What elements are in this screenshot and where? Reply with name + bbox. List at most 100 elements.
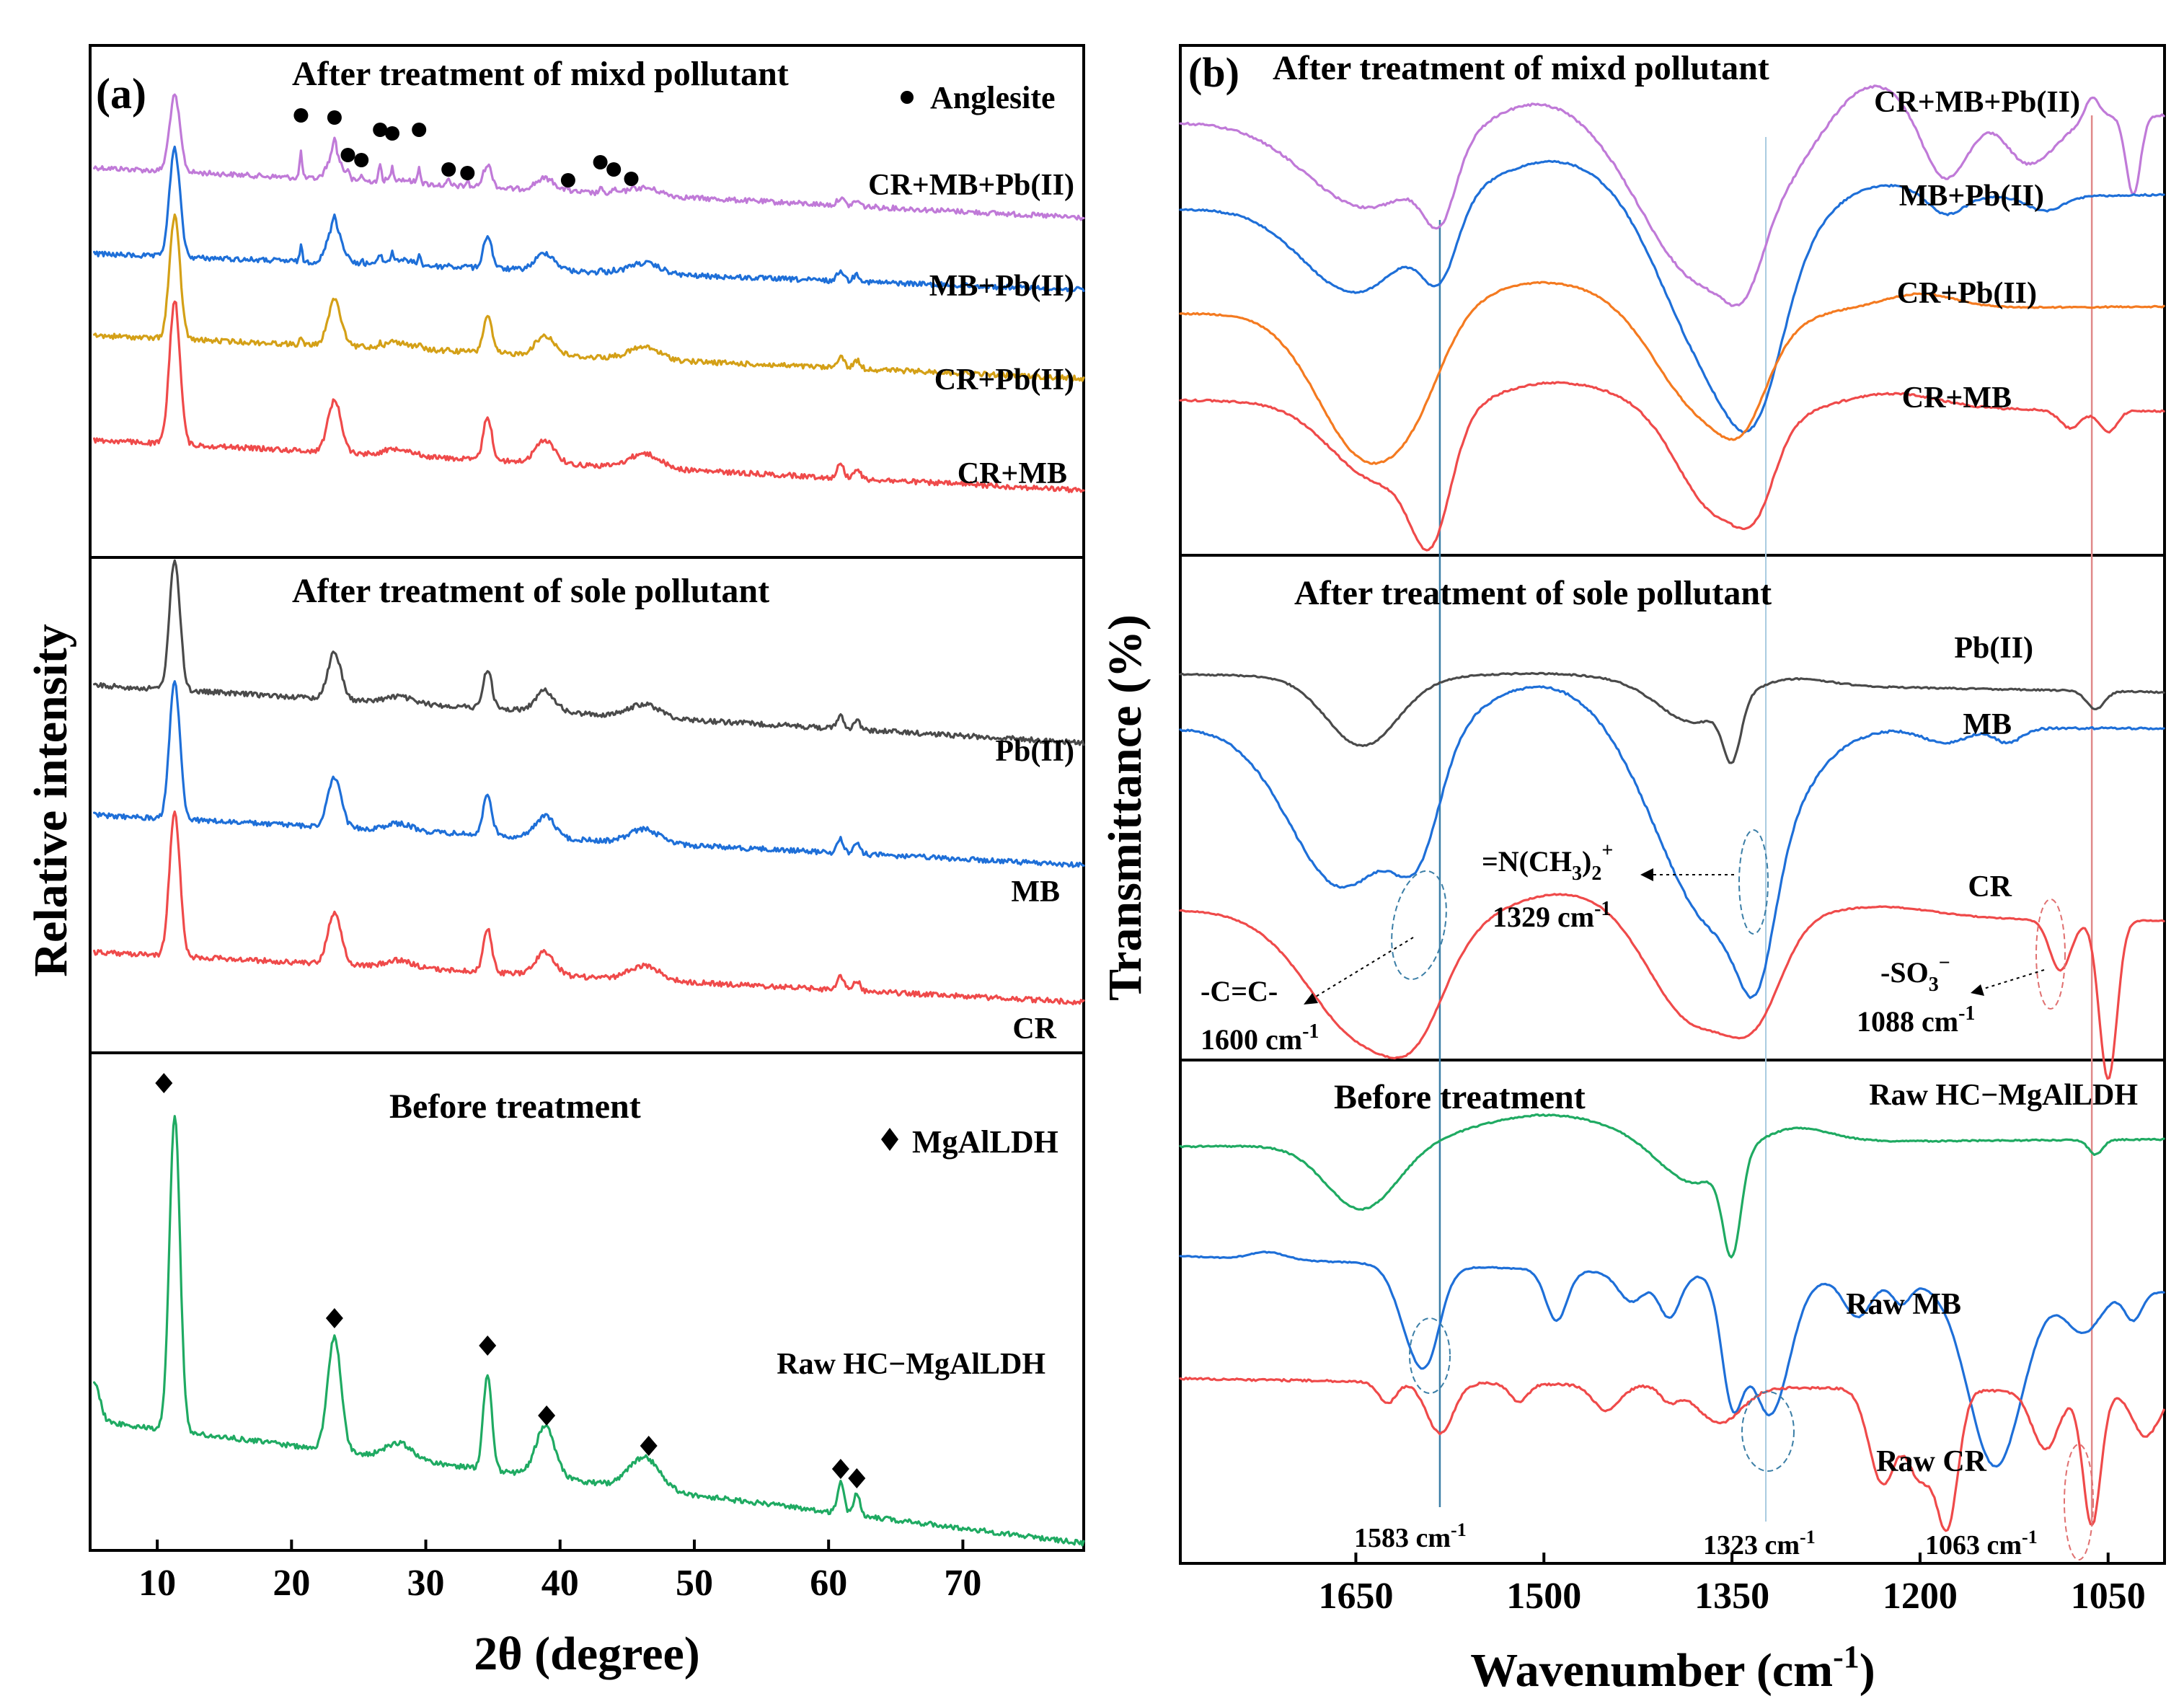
panel-b-letter: (b) xyxy=(1188,49,1239,96)
xrd-cr-mb xyxy=(93,300,1085,493)
x-tick-label-a: 40 xyxy=(541,1563,579,1604)
label-b-cr-mb: CR+MB xyxy=(1902,381,2012,415)
x-tick-label-a: 10 xyxy=(138,1563,176,1604)
label-b-raw-mb: Raw MB xyxy=(1846,1288,1961,1321)
label-a-cr-mb: CR+MB xyxy=(958,457,1067,490)
panel-a: 10 20 30 40 50 60 70 (a) After treatment of mi… xyxy=(25,44,1085,1680)
anglesite-legend-dot-icon xyxy=(901,91,914,104)
ftir-cr-pb xyxy=(1179,281,2165,465)
marker-label-1323: 1323 cm-1 xyxy=(1703,1527,1816,1560)
so3-wavenumber: 1088 cm-1 xyxy=(1857,1002,1975,1038)
xrd-cr-pb xyxy=(93,213,1085,382)
label-b-mb-pb: MB+Pb(II) xyxy=(1899,180,2044,213)
anglesite-dot-icon xyxy=(385,126,399,141)
panel-b-bot-title: Before treatment xyxy=(1334,1078,1586,1116)
so3-annotation: -SO3− xyxy=(1880,952,1950,996)
panel-b-series xyxy=(1179,84,2165,1532)
cc-arrow xyxy=(1312,937,1414,999)
xrd-raw-ldh xyxy=(93,1115,1085,1547)
anglesite-dot-icon xyxy=(593,155,608,169)
mgalldh-diamond-icon xyxy=(831,1459,849,1479)
anglesite-dot-icon xyxy=(327,110,342,125)
panel-a-y-label: Relative intensity xyxy=(25,624,77,976)
xrd-mb xyxy=(93,680,1085,868)
panel-b-x-ticks: 1650 1500 1350 1200 1050 xyxy=(1318,1553,2146,1617)
amine-annotation: =N(CH3)2+ xyxy=(1482,839,1613,885)
marker-label-1063: 1063 cm-1 xyxy=(1925,1527,2038,1560)
xrd-cr-mb-pb xyxy=(93,93,1085,221)
label-a-pb: Pb(II) xyxy=(995,735,1074,768)
ftir-cr-mb xyxy=(1179,381,2165,552)
amine-band-ellipse xyxy=(1738,829,1769,935)
panel-b: 1650 1500 1350 1200 1050 (b) After treatment… xyxy=(1099,44,2166,1697)
panel-a-series xyxy=(93,93,1085,1547)
label-b-cr: CR xyxy=(1968,870,2012,904)
label-a-mb: MB xyxy=(1011,875,1060,909)
panel-b-mid-title: After treatment of sole pollutant xyxy=(1294,574,1772,612)
mgalldh-diamond-icon xyxy=(538,1405,556,1426)
mgalldh-diamond-icon xyxy=(325,1308,343,1328)
marker-label-1583: 1583 cm-1 xyxy=(1354,1519,1467,1553)
anglesite-dot-icon xyxy=(293,108,309,123)
ftir-mb-pb xyxy=(1179,159,2165,434)
panel-a-frame xyxy=(89,44,1085,1552)
x-tick-label-b: 1650 xyxy=(1318,1576,1393,1617)
panel-a-bot-title: Before treatment xyxy=(389,1087,641,1126)
label-a-raw: Raw HC−MgAlLDH xyxy=(777,1348,1045,1381)
anglesite-dot-icon xyxy=(340,148,355,162)
panel-a-mgalldh-legend: MgAlLDH xyxy=(912,1124,1058,1160)
cc-band-ellipse xyxy=(1391,870,1447,981)
so3-band-ellipse xyxy=(2035,899,2066,1010)
label-b-pb: Pb(II) xyxy=(1954,632,2033,665)
panel-a-x-label: 2θ (degree) xyxy=(474,1628,700,1680)
label-b-cr-pb: CR+Pb(II) xyxy=(1897,277,2037,310)
panel-b-top-title: After treatment of mixd pollutant xyxy=(1273,49,1769,87)
label-b-raw-ldh: Raw HC−MgAlLDH xyxy=(1869,1079,2138,1112)
mgalldh-legend-diamond-icon xyxy=(881,1128,898,1151)
cc-wavenumber: 1600 cm-1 xyxy=(1201,1020,1319,1056)
cc-annotation: -C=C- xyxy=(1201,975,1278,1007)
xrd-cr xyxy=(93,810,1085,1006)
label-b-raw-cr: Raw CR xyxy=(1876,1445,1986,1478)
ftir-raw-cr xyxy=(1179,1377,2165,1532)
mgalldh-diamond-icon xyxy=(479,1336,497,1356)
panel-b-frame xyxy=(1179,44,2166,1565)
label-b-cr-mb-pb: CR+MB+Pb(II) xyxy=(1874,86,2080,119)
x-tick-label-b: 1350 xyxy=(1694,1576,1769,1617)
mgalldh-diamond-icon xyxy=(640,1436,658,1456)
anglesite-dot-icon xyxy=(606,162,622,177)
anglesite-dot-icon xyxy=(373,123,388,137)
amine-wavenumber: 1329 cm-1 xyxy=(1493,898,1611,933)
panel-a-x-ticks: 10 20 30 40 50 60 70 xyxy=(138,1540,981,1604)
label-a-cr-pb: CR+Pb(II) xyxy=(934,363,1074,397)
so3-arrowhead-icon xyxy=(1971,984,1984,996)
so3-arrow xyxy=(1979,969,2045,991)
x-tick-label-b: 1200 xyxy=(1883,1576,1958,1617)
ftir-pb xyxy=(1179,671,2165,764)
x-tick-label-b: 1050 xyxy=(2071,1576,2146,1617)
x-tick-label-a: 30 xyxy=(407,1563,445,1604)
ftir-cr-mb-pb xyxy=(1179,84,2165,307)
label-b-mb: MB xyxy=(1963,708,2012,741)
label-a-mb-pb: MB+Pb(II) xyxy=(929,270,1074,303)
panel-a-top-title: After treatment of mixd pollutant xyxy=(292,55,789,93)
panel-a-markers xyxy=(155,108,866,1488)
x-tick-label-b: 1500 xyxy=(1506,1576,1581,1617)
panel-a-anglesite-legend: Anglesite xyxy=(930,80,1056,115)
ftir-mb xyxy=(1179,685,2165,999)
x-tick-label-a: 60 xyxy=(810,1563,847,1604)
mgalldh-diamond-icon xyxy=(848,1468,866,1488)
ftir-raw-ldh xyxy=(1179,1113,2165,1259)
anglesite-dot-icon xyxy=(460,166,475,180)
label-a-cr-mb-pb: CR+MB+Pb(II) xyxy=(868,169,1074,202)
xrd-mb-pb xyxy=(93,145,1085,293)
anglesite-dot-icon xyxy=(624,172,639,186)
x-tick-label-a: 50 xyxy=(676,1563,713,1604)
x-tick-label-a: 20 xyxy=(273,1563,310,1604)
panel-b-y-label: Transmittance (%) xyxy=(1099,614,1151,1001)
cc-arrowhead-icon xyxy=(1304,993,1318,1005)
xrd-pb xyxy=(93,559,1085,746)
ftir-raw-mb xyxy=(1179,1250,2165,1468)
panel-b-x-label: Wavenumber (cm-1) xyxy=(1470,1639,1875,1697)
